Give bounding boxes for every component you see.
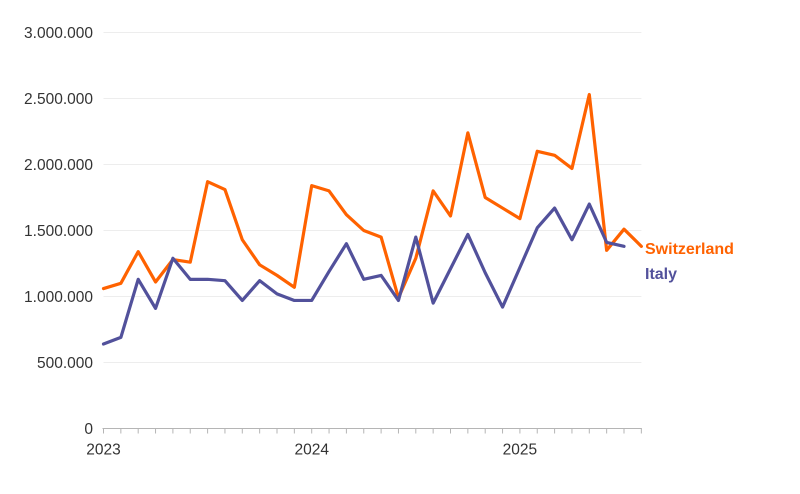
series-line-switzerland (101, 92, 643, 300)
y-tick-label: 500.000 (37, 355, 93, 372)
y-tick-label: 2.500.000 (24, 91, 93, 108)
y-tick-label: 2.000.000 (24, 157, 93, 174)
y-tick-label: 3.000.000 (24, 25, 93, 42)
legend-switzerland-label: Switzerland (645, 241, 734, 258)
year-label: 2024 (294, 442, 329, 459)
year-label: 2023 (86, 442, 120, 459)
y-tick-label: 0 (84, 421, 93, 438)
year-label: 2025 (503, 442, 537, 459)
legend-italy-label: Italy (645, 266, 678, 283)
y-tick-label: 1.500.000 (24, 223, 93, 240)
y-tick-label: 1.000.000 (24, 289, 93, 306)
series-line-italy (101, 202, 626, 346)
